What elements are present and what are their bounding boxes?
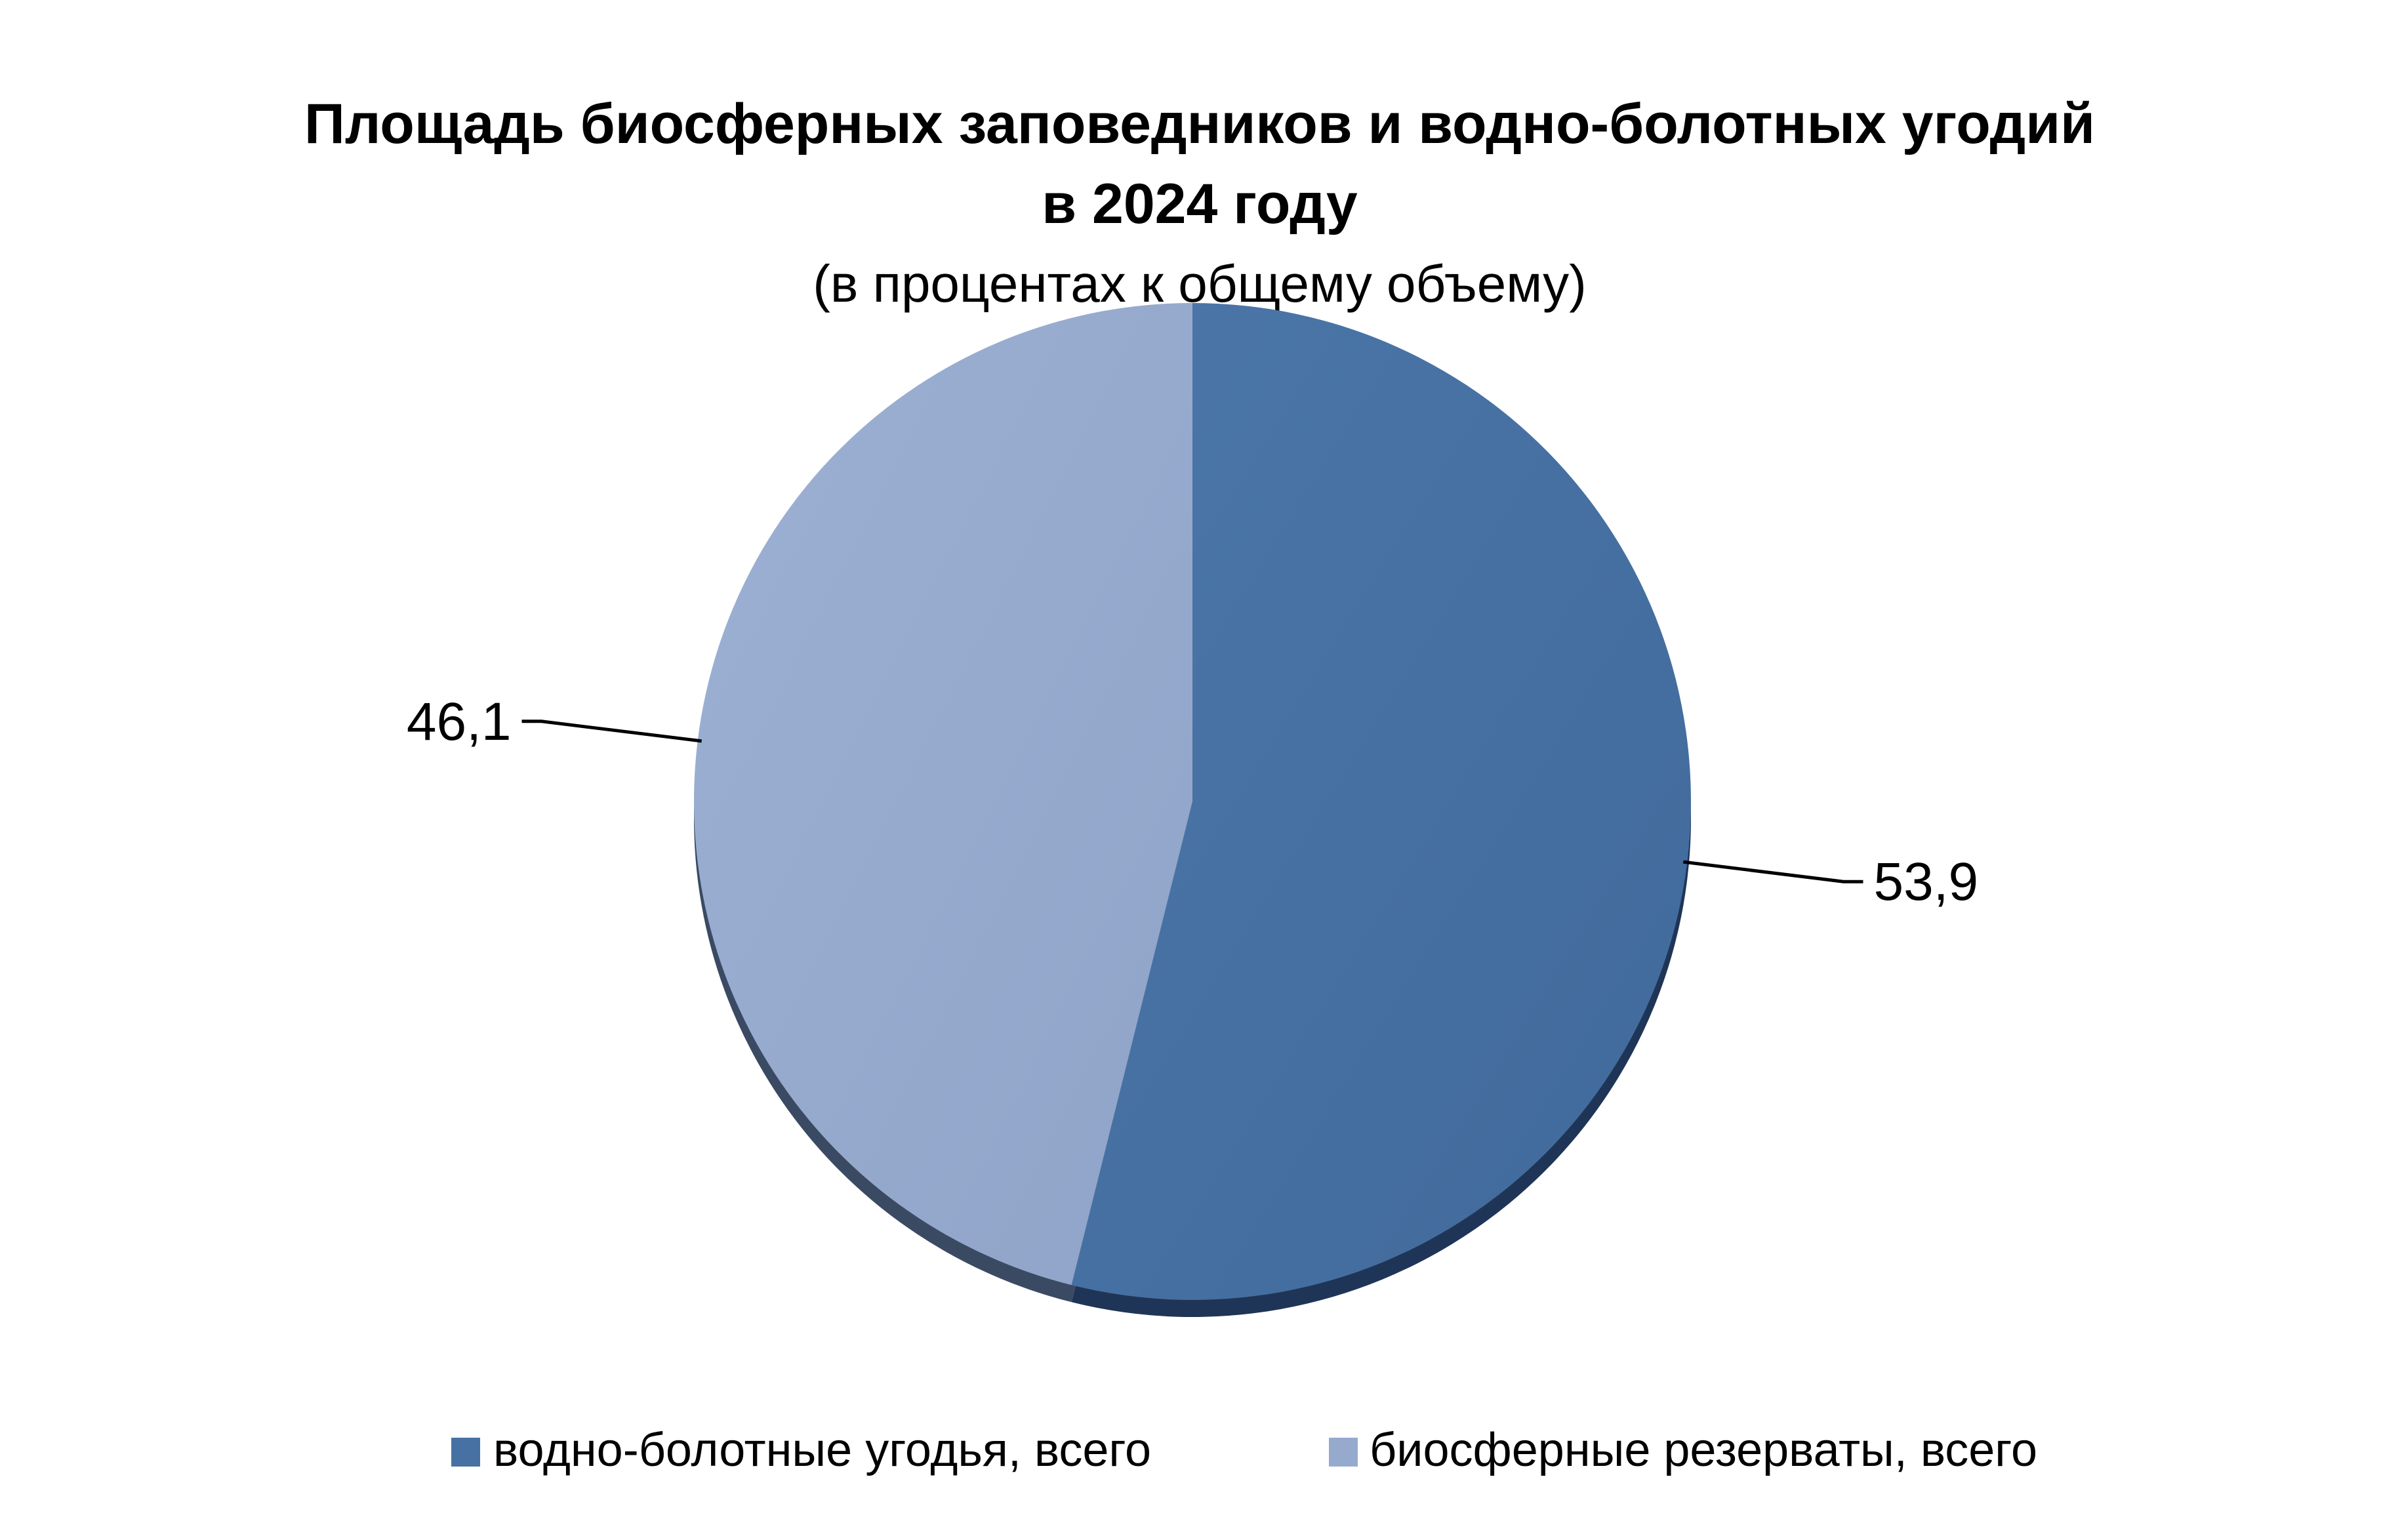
pie-slice-biosphere	[693, 303, 1192, 1286]
legend-swatch-biosphere	[1329, 1438, 1358, 1467]
pie-data-labels: 53,9 46,1	[407, 692, 1978, 912]
data-label-biosphere: 46,1	[407, 692, 512, 752]
chart-title-line-1: Площадь биосферных заповедников и водно-…	[304, 92, 2095, 155]
pie-leader-lines	[521, 719, 1863, 883]
chart-title-line-2: в 2024 году	[1042, 172, 1358, 235]
legend-label-wetlands: водно-болотные угодья, всего	[493, 1424, 1151, 1476]
leader-line-biosphere	[521, 719, 702, 743]
data-label-wetlands: 53,9	[1874, 852, 1979, 912]
chart-legend: водно-болотные угодья, всего биосферные …	[451, 1424, 2037, 1476]
leader-line-wetlands	[1683, 860, 1863, 883]
legend-swatch-wetlands	[451, 1438, 480, 1467]
pie-slice-wetlands	[1071, 303, 1691, 1300]
pie-slices	[693, 303, 1691, 1300]
legend-label-biosphere: биосферные резерваты, всего	[1370, 1424, 2037, 1476]
